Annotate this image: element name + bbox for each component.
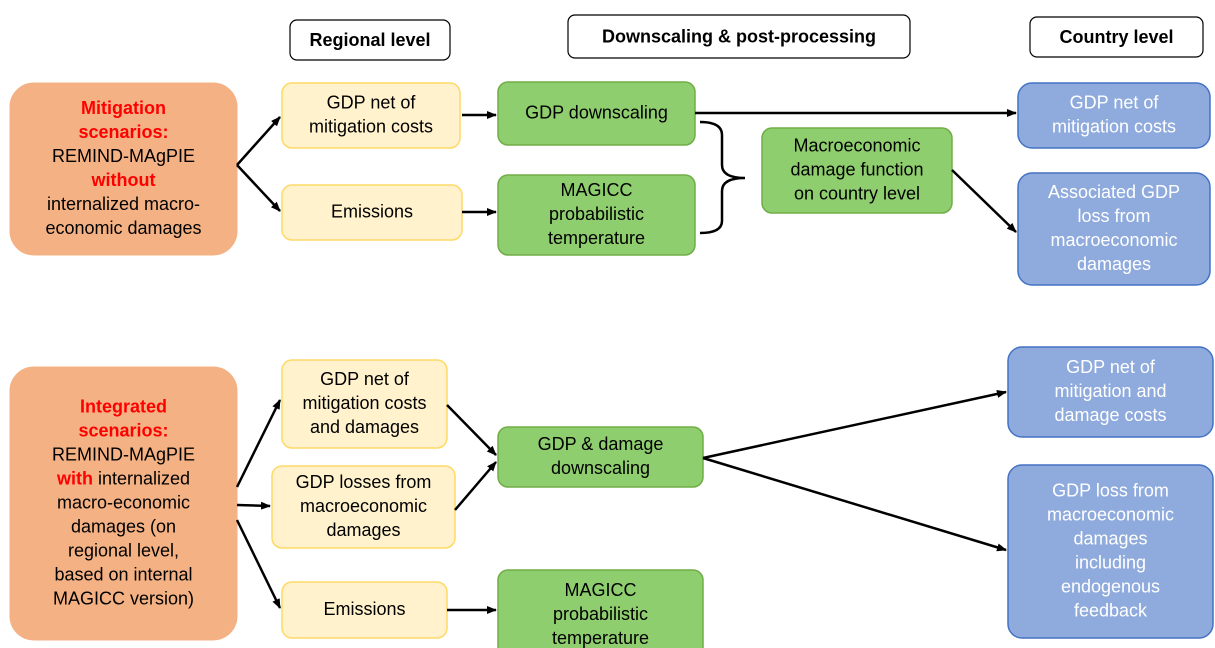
node-label: endogenous: [1061, 576, 1160, 596]
scenario-text: economic damages: [45, 218, 201, 238]
node-label: GDP downscaling: [525, 102, 668, 122]
scenario-text: internalized macro-: [47, 194, 200, 214]
scenario-line: scenarios:: [78, 420, 168, 440]
scenario-text: Mitigation: [81, 98, 166, 118]
node-label: GDP net of: [327, 92, 417, 112]
node-label: macroeconomic: [1047, 504, 1174, 524]
arrow: [454, 461, 497, 511]
scenario-text: without: [91, 170, 156, 190]
brace: [699, 120, 746, 235]
arrows: [235, 109, 1017, 614]
country-box: [1017, 82, 1211, 149]
scenario-text: macro-economic: [57, 492, 190, 512]
arrow: [235, 399, 282, 488]
scenario-text: scenarios:: [78, 420, 168, 440]
node-label: GDP losses from: [296, 472, 432, 492]
regional-box: [281, 359, 448, 449]
scenario-text: REMIND-MAgPIE: [52, 444, 195, 464]
node-label: temperature: [552, 628, 649, 648]
downscaling-box: [497, 174, 696, 256]
node-label: damage costs: [1054, 405, 1166, 425]
header-box: [289, 19, 451, 61]
scenario-text: REMIND-MAgPIE: [52, 146, 195, 166]
regional-box: [281, 82, 461, 149]
scenario-line: without: [91, 170, 156, 190]
scenario-line: MAGICC version): [53, 588, 194, 608]
node-label: mitigation costs: [302, 393, 426, 413]
scenario-line: internalized macro-: [47, 194, 200, 214]
node-label: Emissions: [331, 201, 413, 221]
node-label: Emissions: [323, 599, 405, 619]
country-box: [1017, 172, 1211, 286]
node-label: downscaling: [551, 458, 650, 478]
node-label: mitigation costs: [309, 116, 433, 136]
node-label: GDP & damage: [538, 434, 664, 454]
header-label: Downscaling & post-processing: [602, 26, 876, 46]
node-label: GDP net of: [1066, 357, 1156, 377]
node-label: damages: [1077, 254, 1151, 274]
scenario-line: damages (on: [71, 516, 176, 536]
header-box: [567, 14, 911, 59]
node-label: and damages: [310, 417, 419, 437]
header-label: Regional level: [309, 30, 430, 50]
scenario-text: Integrated: [80, 396, 167, 416]
node-label: temperature: [548, 228, 645, 248]
node-label: GDP net of: [320, 369, 410, 389]
country-box: [1007, 346, 1214, 438]
header-label: Country level: [1059, 27, 1173, 47]
scenario-line: regional level,: [68, 540, 179, 560]
node-label: macroeconomic: [1050, 230, 1177, 250]
arrow: [236, 116, 281, 166]
downscaling-box: [497, 569, 704, 648]
arrow: [235, 519, 282, 609]
arrow: [236, 501, 271, 510]
node-label: Associated GDP: [1048, 182, 1180, 202]
arrow: [702, 456, 1007, 552]
header-box: [1029, 16, 1204, 58]
node-label: probabilistic: [553, 604, 648, 624]
arrow: [446, 404, 497, 456]
scenario-text: with: [56, 468, 93, 488]
scenario-line: scenarios:: [78, 122, 168, 142]
scenario-text: MAGICC version): [53, 588, 194, 608]
node-label: mitigation and: [1054, 381, 1166, 401]
regional-box: [271, 465, 456, 549]
node-label: feedback: [1074, 600, 1148, 620]
node-label: damage function: [790, 159, 923, 179]
node-label: damages: [326, 520, 400, 540]
scenario-line: based on internal: [54, 564, 192, 584]
scenario-line: Mitigation: [81, 98, 166, 118]
country-box: [1007, 464, 1214, 639]
node-label: MAGICC: [565, 580, 637, 600]
node-label: MAGICC: [561, 180, 633, 200]
node-label: GDP loss from: [1052, 480, 1169, 500]
scenario-text: damages (on: [71, 516, 176, 536]
node-label: on country level: [794, 183, 920, 203]
arrow: [236, 164, 281, 212]
node-label: including: [1075, 552, 1146, 572]
node-label: loss from: [1077, 206, 1150, 226]
scenario-text: regional level,: [68, 540, 179, 560]
scenario-line: REMIND-MAgPIE: [52, 444, 195, 464]
scenario-line: Integrated: [80, 396, 167, 416]
node-label: macroeconomic: [300, 496, 427, 516]
scenario-text: internalized: [93, 468, 190, 488]
scenario-line: macro-economic: [57, 492, 190, 512]
scenario-box: [9, 82, 238, 256]
node-label: Macroeconomic: [793, 135, 920, 155]
node-label: probabilistic: [549, 204, 644, 224]
node-label: damages: [1073, 528, 1147, 548]
node-label: GDP net of: [1070, 92, 1160, 112]
scenario-box: [9, 366, 238, 641]
scenario-text: scenarios:: [78, 122, 168, 142]
arrow: [951, 169, 1017, 233]
arrow: [702, 390, 1007, 460]
scenario-text: based on internal: [54, 564, 192, 584]
scenario-line: with internalized: [56, 468, 190, 488]
scenario-line: REMIND-MAgPIE: [52, 146, 195, 166]
scenario-line: economic damages: [45, 218, 201, 238]
node-label: mitigation costs: [1052, 116, 1176, 136]
